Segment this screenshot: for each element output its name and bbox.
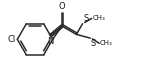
Text: N: N [47, 37, 54, 46]
Text: CH₃: CH₃ [100, 40, 112, 46]
Text: S: S [91, 39, 96, 48]
Text: S: S [83, 14, 88, 23]
Text: O: O [59, 2, 65, 11]
Text: CH₃: CH₃ [92, 15, 105, 21]
Text: Cl: Cl [8, 35, 16, 44]
